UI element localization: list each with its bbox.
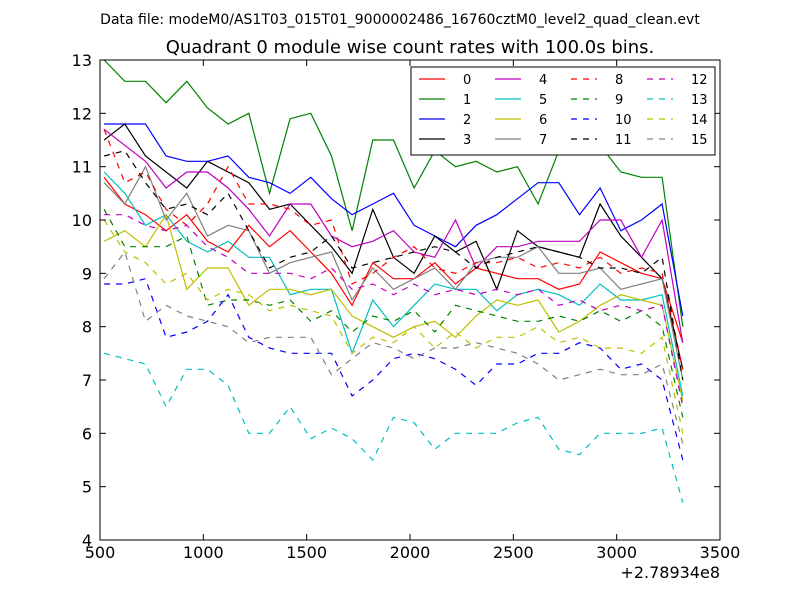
x-tick-label: 2500 [493, 543, 534, 562]
y-tick-label: 10 [72, 211, 92, 230]
legend-label-6: 6 [539, 113, 547, 128]
y-tick-label: 6 [82, 424, 92, 443]
y-tick-label: 8 [82, 318, 92, 337]
series-line-5 [103, 171, 684, 397]
legend-label-12: 12 [691, 73, 708, 88]
legend-label-7: 7 [539, 133, 547, 148]
series-line-13 [103, 352, 684, 503]
x-tick-label: 3000 [596, 543, 637, 562]
series-line-15 [103, 250, 684, 445]
legend-label-13: 13 [691, 93, 708, 108]
legend-label-14: 14 [691, 113, 708, 128]
series-line-7 [103, 165, 684, 381]
legend-label-5: 5 [539, 93, 547, 108]
series-line-4 [103, 128, 684, 343]
series-line-14 [103, 219, 684, 434]
x-tick-label: 1000 [183, 543, 224, 562]
legend-label-0: 0 [463, 73, 471, 88]
y-tick-label: 11 [72, 158, 92, 177]
legend-label-2: 2 [463, 113, 471, 128]
series-line-2 [104, 123, 684, 317]
chart-supertitle: Data file: modeM0/AS1T03_015T01_90000024… [100, 12, 700, 28]
series-layer [103, 59, 684, 503]
x-tick-label: 500 [85, 543, 116, 562]
series-line-12 [104, 214, 684, 407]
legend-label-3: 3 [463, 133, 471, 148]
x-tick-label: 1500 [286, 543, 327, 562]
series-line-6 [103, 213, 684, 402]
x-tick-label: 2000 [390, 543, 431, 562]
legend-label-9: 9 [615, 93, 623, 108]
ticks-layer: 500 1000 1500 2000 2500 3000 35004567891011121… [72, 51, 741, 562]
legend-label-10: 10 [615, 113, 632, 128]
series-line-9 [103, 209, 684, 418]
legend-label-15: 15 [691, 133, 708, 148]
legend-label-4: 4 [539, 73, 547, 88]
y-tick-label: 9 [82, 264, 92, 283]
y-tick-label: 4 [82, 531, 92, 550]
x-tick-label: 3500 [700, 543, 741, 562]
x-offset-label: +2.78934e8 [620, 563, 720, 582]
legend-label-8: 8 [615, 73, 623, 88]
y-tick-label: 13 [72, 51, 92, 70]
y-tick-label: 5 [82, 478, 92, 497]
y-tick-label: 7 [82, 371, 92, 390]
y-tick-label: 12 [72, 104, 92, 123]
legend-box [410, 66, 716, 156]
legend-label-1: 1 [463, 93, 471, 108]
series-line-0 [103, 176, 684, 343]
chart-title: Quadrant 0 module wise count rates with … [166, 37, 655, 58]
series-line-8 [103, 129, 684, 370]
legend-label-11: 11 [615, 133, 632, 148]
